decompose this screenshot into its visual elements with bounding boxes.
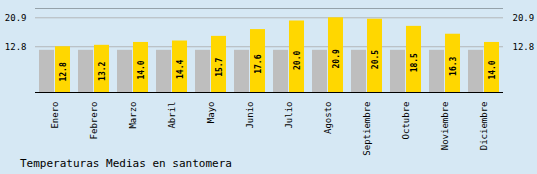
- svg-text:Mayo: Mayo: [206, 102, 216, 124]
- svg-text:15.7: 15.7: [215, 57, 224, 76]
- html-text:Temperaturas Medias en santome: Temperaturas Medias en santomera: [20, 157, 232, 170]
- svg-text:16.3: 16.3: [449, 56, 458, 75]
- svg-text:14.4: 14.4: [176, 60, 185, 79]
- svg-text:Julio: Julio: [284, 102, 294, 129]
- svg-text:Marzo: Marzo: [128, 102, 138, 129]
- svg-text:20.9: 20.9: [513, 13, 535, 23]
- svg-text:Abril: Abril: [167, 102, 177, 129]
- svg-text:Agosto: Agosto: [323, 102, 333, 135]
- svg-text:Septiembre: Septiembre: [362, 102, 372, 156]
- svg-text:Febrero: Febrero: [89, 102, 99, 140]
- svg-text:14.0: 14.0: [488, 60, 497, 79]
- svg-text:Junio: Junio: [245, 102, 255, 129]
- svg-text:Enero: Enero: [50, 102, 60, 129]
- svg-text:17.6: 17.6: [254, 54, 263, 73]
- svg-text:12.8: 12.8: [5, 42, 27, 52]
- svg-text:Octubre: Octubre: [401, 102, 411, 140]
- svg-text:20.9: 20.9: [5, 13, 27, 23]
- svg-text:12.8: 12.8: [513, 42, 535, 52]
- svg-text:18.5: 18.5: [410, 53, 419, 72]
- svg-text:Noviembre: Noviembre: [440, 102, 450, 151]
- svg-text:14.0: 14.0: [137, 60, 146, 79]
- svg-text:Diciembre: Diciembre: [479, 102, 489, 151]
- svg-text:20.0: 20.0: [293, 51, 302, 70]
- svg-text:20.5: 20.5: [371, 50, 380, 69]
- svg-text:12.8: 12.8: [59, 62, 68, 81]
- svg-text:13.2: 13.2: [98, 61, 107, 80]
- svg-text:20.9: 20.9: [332, 49, 341, 68]
